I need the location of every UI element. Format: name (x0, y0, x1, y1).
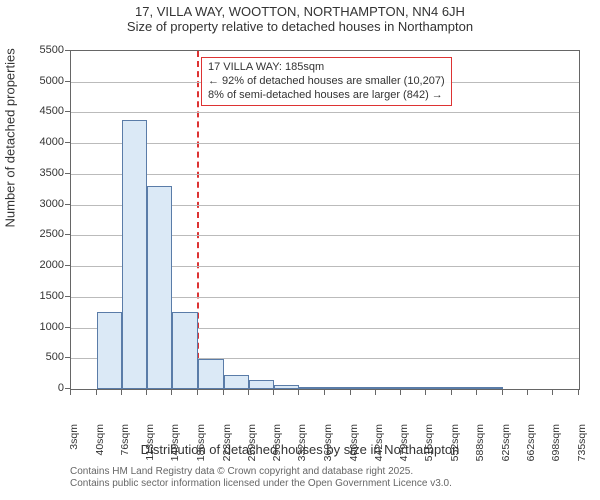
y-tick-mark (65, 204, 70, 205)
x-tick-label: 552sqm (449, 424, 461, 468)
histogram-bar (426, 387, 452, 389)
x-tick-mark (502, 390, 503, 395)
y-tick-mark (65, 357, 70, 358)
chart-title-block: 17, VILLA WAY, WOOTTON, NORTHAMPTON, NN4… (0, 4, 600, 34)
chart-subtitle: Size of property relative to detached ho… (0, 19, 600, 34)
histogram-bar (147, 186, 172, 389)
y-tick-mark (65, 327, 70, 328)
x-tick-mark (121, 390, 122, 395)
histogram-bar (325, 387, 351, 389)
x-tick-label: 698sqm (550, 424, 562, 468)
y-tick-mark (65, 50, 70, 51)
callout-box: 17 VILLA WAY: 185sqm← 92% of detached ho… (201, 57, 452, 106)
x-tick-label: 735sqm (576, 424, 588, 468)
histogram-bar (198, 359, 224, 389)
callout-line: ← 92% of detached houses are smaller (10… (208, 75, 445, 89)
x-tick-label: 76sqm (119, 424, 131, 468)
x-tick-mark (552, 390, 553, 395)
gridline (71, 112, 579, 113)
y-tick-mark (65, 265, 70, 266)
x-tick-label: 515sqm (423, 424, 435, 468)
x-tick-label: 3sqm (68, 424, 80, 468)
y-tick-label: 5000 (40, 75, 64, 87)
x-tick-label: 296sqm (271, 424, 283, 468)
histogram-bar (122, 120, 148, 389)
x-tick-mark (350, 390, 351, 395)
x-tick-mark (400, 390, 401, 395)
y-tick-label: 1000 (40, 321, 64, 333)
histogram-bar (172, 312, 198, 389)
histogram-bar (97, 312, 122, 389)
x-tick-mark (425, 390, 426, 395)
x-tick-label: 113sqm (144, 424, 156, 468)
x-tick-mark (298, 390, 299, 395)
x-tick-label: 662sqm (525, 424, 537, 468)
histogram-bar (351, 387, 376, 389)
x-tick-mark (146, 390, 147, 395)
credit-text: Contains HM Land Registry data © Crown c… (70, 466, 452, 490)
histogram-bar (401, 387, 426, 389)
histogram-bar (274, 385, 299, 389)
x-tick-mark (527, 390, 528, 395)
x-tick-label: 259sqm (246, 424, 258, 468)
y-tick-mark (65, 142, 70, 143)
x-tick-mark (324, 390, 325, 395)
x-tick-mark (96, 390, 97, 395)
x-tick-mark (476, 390, 477, 395)
x-tick-mark (578, 390, 579, 395)
y-tick-mark (65, 111, 70, 112)
y-axis-label: Number of detached properties (3, 48, 18, 227)
x-tick-label: 332sqm (296, 424, 308, 468)
histogram-bar (376, 387, 402, 389)
x-tick-mark (375, 390, 376, 395)
y-tick-label: 3000 (40, 198, 64, 210)
y-tick-mark (65, 81, 70, 82)
y-tick-label: 4000 (40, 136, 64, 148)
histogram-bar (477, 387, 503, 389)
x-tick-label: 223sqm (221, 424, 233, 468)
x-tick-label: 625sqm (500, 424, 512, 468)
y-tick-label: 3500 (40, 167, 64, 179)
x-tick-mark (248, 390, 249, 395)
x-tick-label: 40sqm (94, 424, 106, 468)
x-tick-mark (451, 390, 452, 395)
y-tick-label: 0 (58, 382, 64, 394)
x-tick-label: 149sqm (169, 424, 181, 468)
y-tick-label: 500 (46, 351, 64, 363)
x-tick-label: 406sqm (348, 424, 360, 468)
histogram-bar (224, 375, 249, 389)
credit-line: Contains public sector information licen… (70, 478, 452, 490)
y-tick-mark (65, 388, 70, 389)
x-tick-mark (197, 390, 198, 395)
plot-area: 17 VILLA WAY: 185sqm← 92% of detached ho… (70, 50, 580, 390)
y-tick-label: 5500 (40, 44, 64, 56)
y-tick-label: 4500 (40, 105, 64, 117)
chart-title: 17, VILLA WAY, WOOTTON, NORTHAMPTON, NN4… (0, 4, 600, 19)
callout-line: 8% of semi-detached houses are larger (8… (208, 89, 445, 103)
x-tick-label: 479sqm (398, 424, 410, 468)
x-tick-label: 186sqm (195, 424, 207, 468)
x-tick-label: 369sqm (322, 424, 334, 468)
y-tick-label: 2500 (40, 228, 64, 240)
y-tick-mark (65, 173, 70, 174)
y-tick-label: 1500 (40, 290, 64, 302)
x-tick-mark (171, 390, 172, 395)
y-tick-mark (65, 296, 70, 297)
x-tick-mark (70, 390, 71, 395)
x-tick-label: 588sqm (474, 424, 486, 468)
histogram-bar (249, 380, 275, 389)
histogram-bar (452, 387, 477, 389)
callout-line: 17 VILLA WAY: 185sqm (208, 61, 445, 75)
x-tick-mark (223, 390, 224, 395)
y-tick-label: 2000 (40, 259, 64, 271)
histogram-bar (299, 387, 325, 389)
x-tick-mark (273, 390, 274, 395)
x-tick-label: 442sqm (373, 424, 385, 468)
y-tick-mark (65, 234, 70, 235)
